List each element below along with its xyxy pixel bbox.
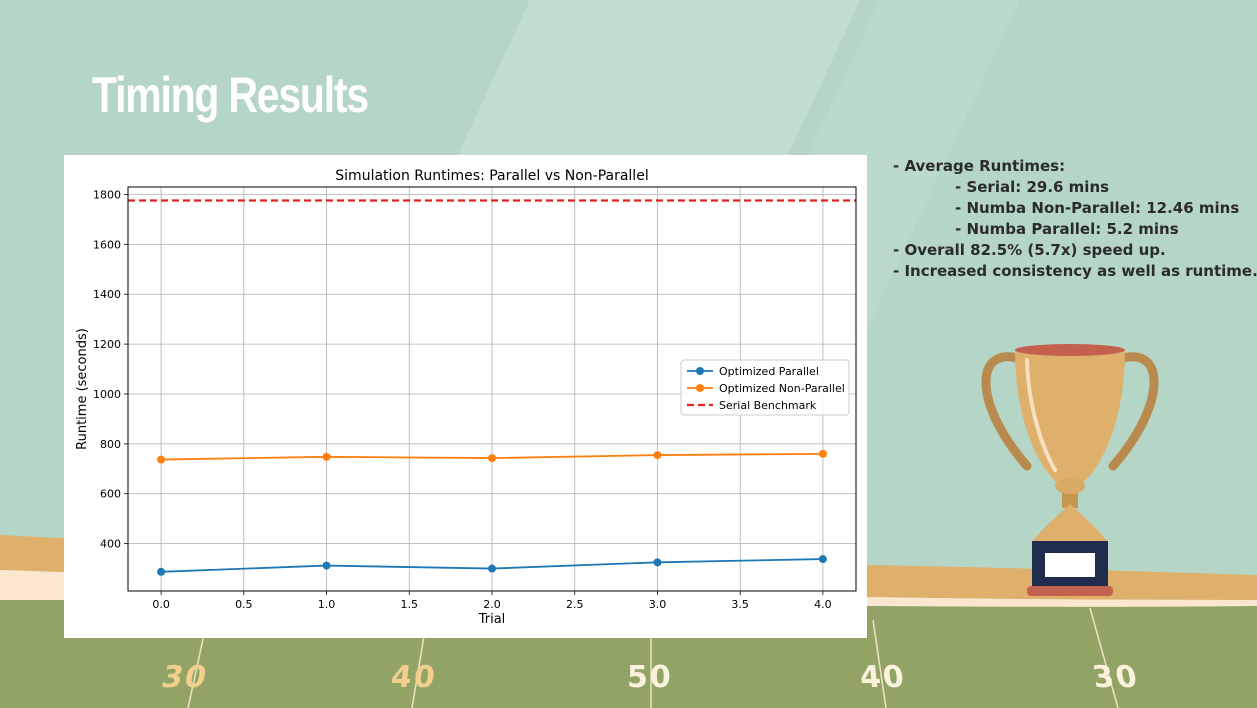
yard-line xyxy=(187,629,206,708)
y-tick-label: 600 xyxy=(100,488,121,501)
trophy-rim xyxy=(1015,344,1125,356)
optimized-parallel-point xyxy=(653,558,662,567)
y-tick-label: 1200 xyxy=(93,338,121,351)
y-tick-label: 1600 xyxy=(93,238,121,251)
bullet-numba-non-parallel: - Numba Non-Parallel: 12.46 mins xyxy=(955,199,1240,217)
chart-panel: 0.0 0.5 1.0 1.5 2.0 2.5 3.0 3.5 4.0 400 600 800 1000… xyxy=(64,155,867,638)
trophy-foot xyxy=(1033,504,1107,541)
plot-frame xyxy=(127,186,857,592)
bullet-consistency: - Increased consistency as well as runti… xyxy=(893,262,1257,280)
optimized-non-parallel-point xyxy=(157,455,166,464)
x-tick-label: 0.5 xyxy=(235,598,253,611)
slide-title: Timing Results xyxy=(92,67,369,123)
yard-line xyxy=(411,629,426,708)
optimized-non-parallel-point xyxy=(653,451,662,460)
bullet-numba-parallel: - Numba Parallel: 5.2 mins xyxy=(955,220,1179,238)
legend-marker-optimized-parallel xyxy=(696,367,704,375)
optimized-parallel-point xyxy=(818,555,827,564)
legend-label-serial-benchmark: Serial Benchmark xyxy=(719,399,817,412)
yard-line xyxy=(872,619,887,708)
trophy-icon xyxy=(981,344,1159,596)
optimized-non-parallel-point xyxy=(322,452,331,461)
x-tick-label: 3.5 xyxy=(731,598,749,611)
x-tick-label: 2.5 xyxy=(566,598,584,611)
y-tick-label: 1000 xyxy=(93,388,121,401)
yard-number-50: 50 xyxy=(627,660,673,695)
trophy-knot xyxy=(1055,478,1085,494)
legend-marker-optimized-non-parallel xyxy=(696,384,704,392)
trophy-plaque xyxy=(1045,553,1095,577)
x-tick-label: 2.0 xyxy=(483,598,501,611)
y-axis-label: Runtime (seconds) xyxy=(75,328,90,450)
bullet-speedup: - Overall 82.5% (5.7x) speed up. xyxy=(893,241,1166,259)
y-tick-label: 400 xyxy=(100,538,121,551)
legend-box xyxy=(680,359,850,416)
trophy-plinth xyxy=(1027,586,1113,596)
y-tick-label: 800 xyxy=(100,438,121,451)
legend-label-optimized-parallel: Optimized Parallel xyxy=(719,365,819,378)
y-tick-label: 1400 xyxy=(93,288,121,301)
yard-number-30-right: 30 xyxy=(1089,660,1142,695)
y-tick-label: 1800 xyxy=(93,188,121,201)
yard-number-40-left: 40 xyxy=(389,660,439,695)
trophy-shine xyxy=(1025,358,1057,472)
runtime-chart: 0.0 0.5 1.0 1.5 2.0 2.5 3.0 3.5 4.0 400 600 800 1000… xyxy=(75,168,857,627)
legend-label-optimized-non-parallel: Optimized Non-Parallel xyxy=(719,382,845,395)
bullet-serial: - Serial: 29.6 mins xyxy=(955,178,1110,196)
yard-number-40-right: 40 xyxy=(858,660,908,695)
optimized-parallel-point xyxy=(157,567,166,576)
yard-number-30-left: 30 xyxy=(158,660,212,695)
bullet-average-runtimes: - Average Runtimes: xyxy=(893,157,1066,175)
x-tick-label: 1.0 xyxy=(318,598,336,611)
trophy-handle-right xyxy=(1108,352,1159,471)
optimized-non-parallel-point xyxy=(488,454,496,463)
optimized-parallel-point xyxy=(488,564,496,573)
summary-bullets: - Average Runtimes: - Serial: 29.6 mins … xyxy=(893,156,1257,282)
trophy-handle-left xyxy=(981,352,1032,471)
chart-title: Simulation Runtimes: Parallel vs Non-Par… xyxy=(335,168,648,184)
x-tick-label: 4.0 xyxy=(814,598,832,611)
x-tick-label: 0.0 xyxy=(152,598,170,611)
x-tick-label: 1.5 xyxy=(401,598,419,611)
optimized-non-parallel-point xyxy=(818,449,827,458)
x-tick-label: 3.0 xyxy=(649,598,667,611)
x-axis-label: Trial xyxy=(478,612,506,627)
optimized-parallel-point xyxy=(322,561,331,570)
trophy-cup xyxy=(1015,350,1125,486)
yard-line xyxy=(1089,607,1119,708)
